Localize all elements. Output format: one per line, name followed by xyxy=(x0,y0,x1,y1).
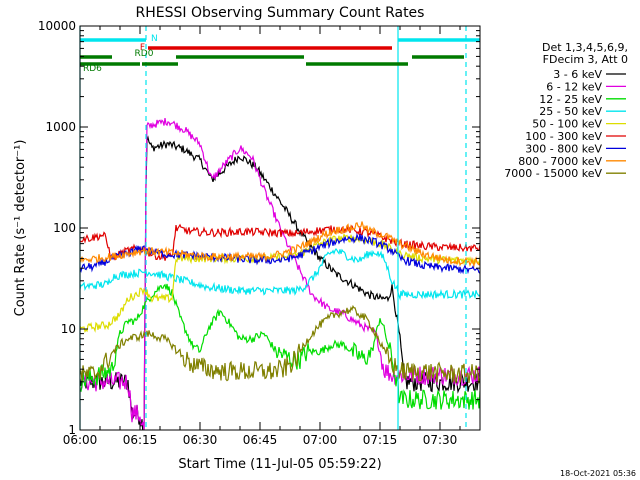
x-axis-label: Start Time (11-Jul-05 05:59:22) xyxy=(178,457,381,472)
x-tick-label-6: 07:15 xyxy=(363,433,398,447)
x-tick-label-2: 06:15 xyxy=(123,433,158,447)
y-tick-label-1: 1 xyxy=(68,423,76,437)
legend-entry-label-3: 12 - 25 keV xyxy=(539,93,602,106)
series-line-4 xyxy=(80,247,480,301)
x-tick-label-7: 07:30 xyxy=(423,433,458,447)
flag-label-rd0: RD0 xyxy=(135,49,154,59)
legend-entry-label-7: 300 - 800 keV xyxy=(525,142,602,155)
series-line-8 xyxy=(80,221,480,268)
legend-entry-label-9: 7000 - 15000 keV xyxy=(504,167,602,180)
footer-date: 18-Oct-2021 05:36 xyxy=(560,469,636,478)
legend-entry-label-1: 3 - 6 keV xyxy=(553,68,602,81)
legend-header-line-2: FDecim 3, Att 0 xyxy=(543,53,628,66)
flag-label-n: N xyxy=(151,34,158,44)
legend-header-line-1: Det 1,3,4,5,6,9, xyxy=(542,41,628,54)
legend-entry-label-8: 800 - 7000 keV xyxy=(518,155,602,168)
legend: Det 1,3,4,5,6,9,FDecim 3, Att 0 3 - 6 keV… xyxy=(504,41,628,180)
series-line-9 xyxy=(80,304,480,384)
x-tick-label-5: 07:00 xyxy=(303,433,338,447)
series-line-7 xyxy=(80,232,480,275)
legend-entry-label-6: 100 - 300 keV xyxy=(525,130,602,143)
y-tick-label-4: 1000 xyxy=(45,120,76,134)
legend-entry-label-2: 6 - 12 keV xyxy=(546,80,602,93)
legend-entry-label-5: 50 - 100 keV xyxy=(532,118,602,131)
y-axis-label: Count Rate (s⁻¹ detector⁻¹) xyxy=(13,140,28,317)
y-tick-label-3: 100 xyxy=(53,221,76,235)
flag-label-f: F xyxy=(140,43,145,53)
y-tick-label-2: 10 xyxy=(61,322,76,336)
legend-entry-label-4: 25 - 50 keV xyxy=(539,105,602,118)
series-line-1 xyxy=(80,135,480,430)
chart-title: RHESSI Observing Summary Count Rates xyxy=(136,5,425,21)
x-tick-label-4: 06:45 xyxy=(243,433,278,447)
x-tick-label-1: 06:00 xyxy=(63,433,98,447)
series-layer xyxy=(80,118,480,430)
y-tick-label-5: 10000 xyxy=(38,19,76,33)
series-line-3 xyxy=(80,283,480,410)
series-line-6 xyxy=(80,223,480,261)
x-tick-label-3: 06:30 xyxy=(183,433,218,447)
flag-label-rd6: RD6 xyxy=(83,64,102,74)
